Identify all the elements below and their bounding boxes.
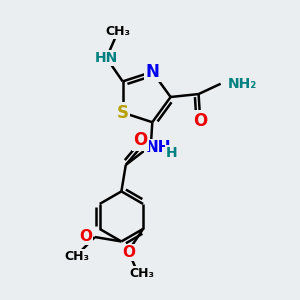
Text: CH₃: CH₃ — [129, 268, 154, 281]
Text: CH₃: CH₃ — [65, 250, 90, 263]
Text: S: S — [117, 103, 129, 122]
Text: HN: HN — [95, 51, 118, 65]
Text: CH₃: CH₃ — [106, 25, 131, 38]
Text: N: N — [146, 63, 159, 81]
Text: O: O — [122, 245, 135, 260]
Text: O: O — [193, 112, 207, 130]
Text: O: O — [134, 131, 148, 149]
Text: NH: NH — [146, 140, 171, 155]
Text: O: O — [79, 229, 92, 244]
Text: H: H — [166, 146, 177, 160]
Text: NH₂: NH₂ — [228, 77, 257, 91]
